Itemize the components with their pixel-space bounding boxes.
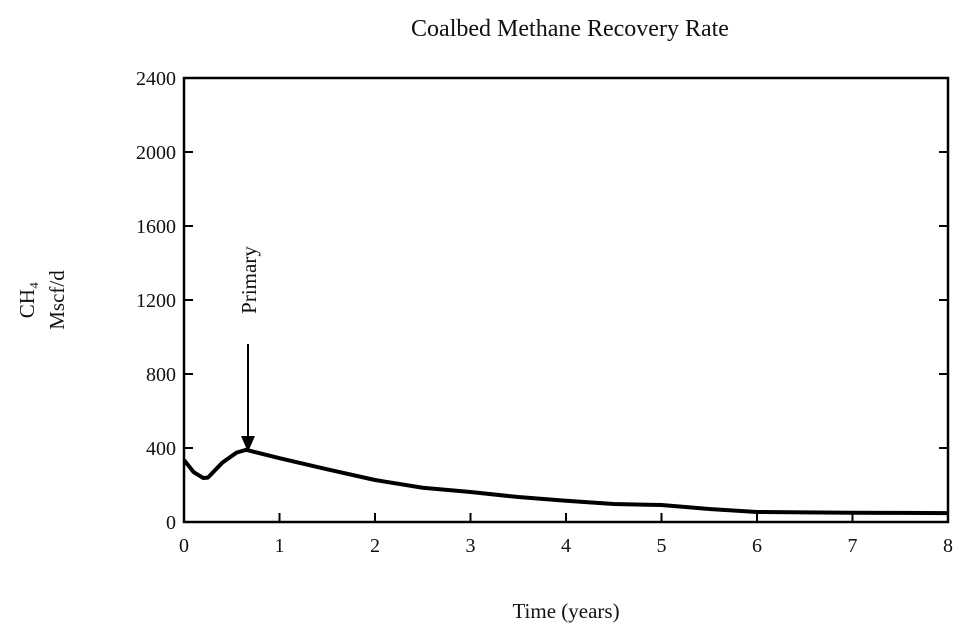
x-tick-label: 5 xyxy=(657,535,667,557)
y-axis-label-line: CH₄ xyxy=(15,282,39,319)
x-tick-label: 7 xyxy=(848,535,858,557)
y-tick-label: 2000 xyxy=(136,142,176,164)
line xyxy=(182,447,949,516)
y-tick-label: 800 xyxy=(146,364,176,386)
y-tick-label: 2400 xyxy=(136,68,176,90)
x-tick-label: 6 xyxy=(752,535,762,557)
y-tick-label: 1200 xyxy=(136,290,176,312)
x-axis-label: Time (years) xyxy=(512,599,619,623)
y-axis-label-line: Mscf/d xyxy=(45,270,69,330)
x-tick-label: 0 xyxy=(179,535,189,557)
x-tick-label: 1 xyxy=(275,535,285,557)
annotation-arrowhead xyxy=(241,436,255,452)
y-axis-label: CH₄ Mscf/d xyxy=(15,270,69,330)
y-tick-label: 0 xyxy=(166,512,176,534)
y-tick-label: 1600 xyxy=(136,216,176,238)
x-tick-label: 4 xyxy=(561,535,571,557)
x-tick-label: 8 xyxy=(943,535,953,557)
annotation: Primary xyxy=(237,246,261,314)
x-tick-label: 3 xyxy=(466,535,476,557)
plot-frame xyxy=(182,76,950,524)
x-tick-label: 2 xyxy=(370,535,380,557)
chart-title: Coalbed Methane Recovery Rate xyxy=(411,16,729,42)
y-tick-label: 400 xyxy=(146,438,176,460)
